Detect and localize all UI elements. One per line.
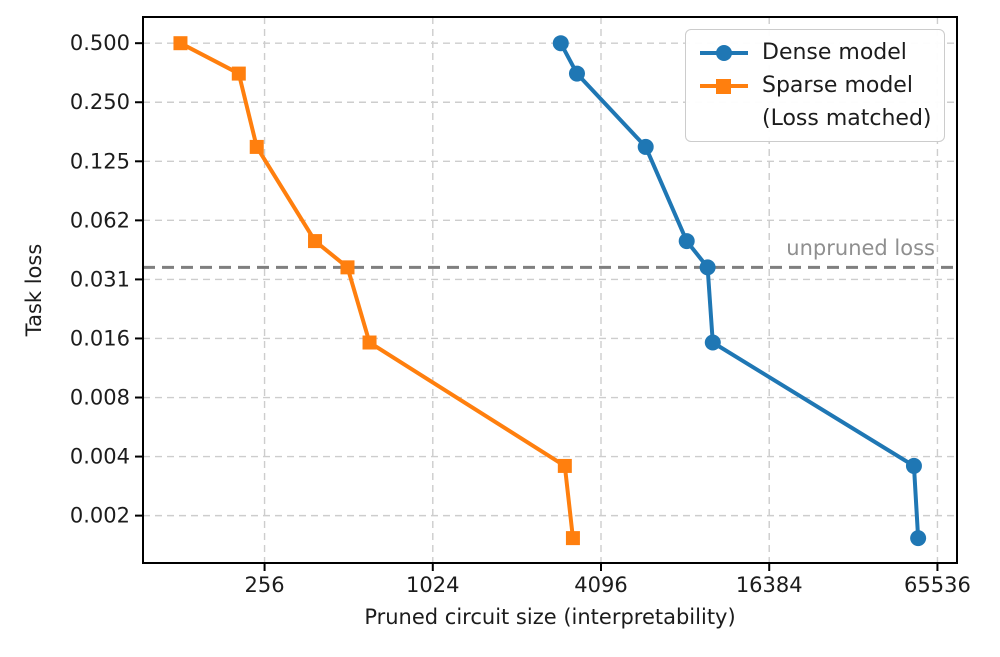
data-point-sparse: [249, 139, 264, 154]
data-point-sparse: [565, 531, 580, 546]
legend-indent-spacer: [698, 118, 750, 119]
x-tick-label: 16384: [736, 573, 803, 597]
data-point-sparse: [340, 260, 355, 275]
data-point-sparse: [557, 458, 572, 473]
y-tick-label: 0.031: [70, 267, 130, 291]
legend-item-dense: Dense model: [698, 36, 932, 69]
y-tick-label: 0.250: [70, 90, 130, 114]
series-line-dense: [559, 42, 921, 539]
dense-model-marker-icon: [700, 44, 748, 61]
data-point-sparse: [231, 66, 246, 81]
legend-item-sparse: Sparse model: [698, 69, 932, 102]
legend-label-sparse-line2: (Loss matched): [762, 106, 932, 131]
data-point-sparse: [173, 36, 188, 51]
legend-item-sparse-line2: (Loss matched): [698, 102, 932, 135]
x-tick-label: 256: [245, 573, 285, 597]
y-tick-label: 0.062: [70, 208, 130, 232]
y-tick-label: 0.004: [70, 445, 130, 469]
sparse-model-marker-icon: [700, 78, 748, 94]
y-tick-label: 0.016: [70, 326, 130, 350]
data-point-dense: [905, 457, 922, 474]
data-point-sparse: [308, 234, 323, 249]
data-point-dense: [637, 138, 654, 155]
x-axis-label: Pruned circuit size (interpretability): [364, 605, 736, 629]
data-point-dense: [910, 530, 927, 547]
x-tick-label: 4096: [574, 573, 627, 597]
y-tick-label: 0.125: [70, 149, 130, 173]
y-axis-label: Task loss: [22, 243, 46, 337]
data-point-dense: [568, 65, 585, 82]
legend: Dense model Sparse model (Loss matched): [685, 29, 945, 142]
x-tick-label: 65536: [904, 573, 971, 597]
y-tick-label: 0.500: [70, 31, 130, 55]
data-point-dense: [704, 334, 721, 351]
y-tick-label: 0.008: [70, 386, 130, 410]
data-point-dense: [552, 35, 569, 52]
legend-label-sparse: Sparse model: [762, 73, 913, 98]
y-tick-label: 0.002: [70, 504, 130, 528]
plot-border: [142, 16, 958, 564]
x-tick-label: 1024: [406, 573, 459, 597]
data-point-dense: [699, 259, 716, 276]
series-line-sparse: [179, 41, 575, 539]
data-point-sparse: [362, 335, 377, 350]
legend-label-dense: Dense model: [762, 40, 907, 65]
data-point-dense: [678, 233, 695, 250]
